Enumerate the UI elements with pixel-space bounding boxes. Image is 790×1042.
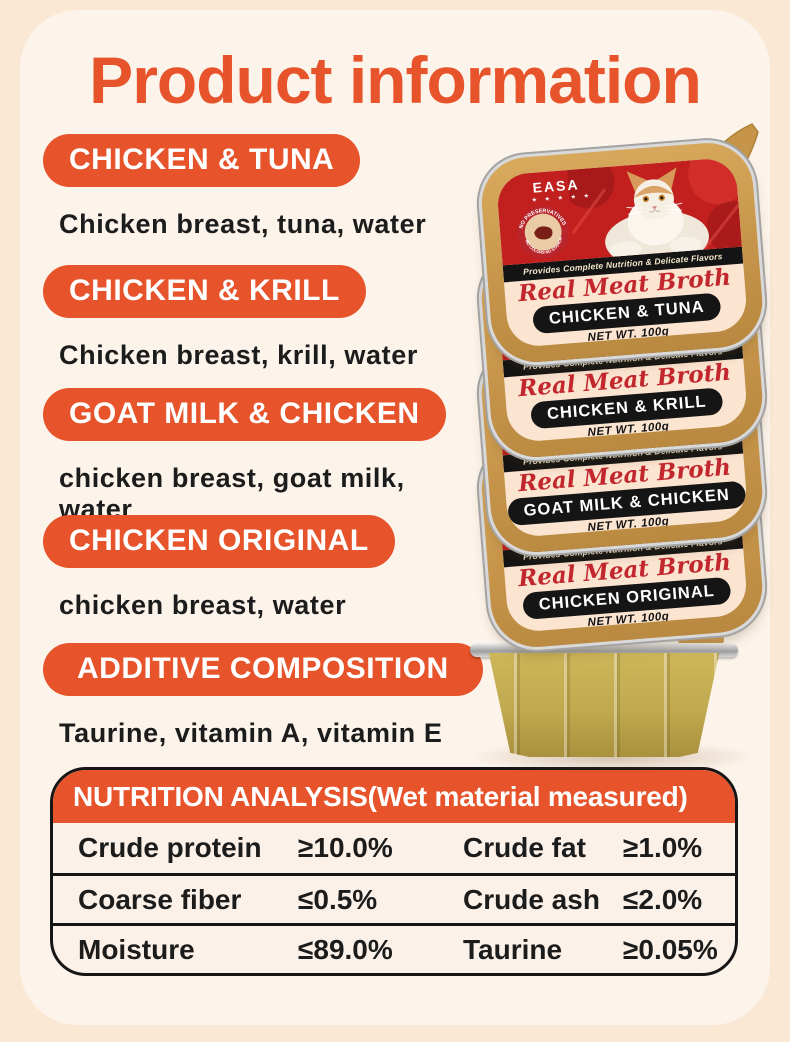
nutrition-label: Taurine	[463, 933, 563, 965]
nutrition-value: ≥1.0%	[623, 832, 703, 863]
flavor-badge: CHICKEN ORIGINAL	[43, 515, 395, 568]
nutrition-value: ≥10.0%	[298, 832, 393, 863]
open-tray-tub	[470, 633, 738, 757]
tub-body	[488, 653, 720, 757]
flavor-block-additive-composition: ADDITIVE COMPOSITION Taurine, vitamin A,…	[43, 643, 483, 749]
flavor-badge: CHICKEN & KRILL	[43, 265, 366, 318]
nutrition-value: ≥0.05%	[623, 933, 718, 965]
nutrition-label: Crude protein	[78, 832, 262, 863]
nutrition-label: Crude ash	[463, 883, 600, 915]
nutrition-value: ≤2.0%	[623, 883, 703, 915]
flavor-ingredients: Chicken breast, krill, water	[59, 340, 418, 370]
nutrition-row: Coarse fiber ≤0.5% Crude ash ≤2.0%	[53, 873, 735, 923]
nutrition-value: ≤89.0%	[298, 933, 393, 965]
page-title: Product information	[89, 43, 702, 117]
nutrition-value: ≤0.5%	[298, 883, 378, 915]
flavor-block-chicken-krill: CHICKEN & KRILL Chicken breast, krill, w…	[43, 265, 483, 371]
tray-label: EASA ★ ★ ★ ★ ★ NO PRESERVATIVES	[495, 156, 749, 349]
label-photo: EASA ★ ★ ★ ★ ★ NO PRESERVATIVES	[495, 156, 742, 266]
product-tray-chicken-tuna: EASA ★ ★ ★ ★ ★ NO PRESERVATIVES	[478, 139, 766, 366]
flavor-ingredients: Chicken breast, tuna, water	[59, 209, 427, 239]
nutrition-row: Moisture ≤89.0% Taurine ≥0.05%	[53, 923, 735, 973]
flavor-block-chicken-original: CHICKEN ORIGINAL chicken breast, water	[43, 515, 483, 621]
flavor-badge: CHICKEN & TUNA	[43, 134, 361, 187]
nutrition-label: Moisture	[78, 933, 195, 965]
no-preservatives-stamp: NO PRESERVATIVES NO COLORS NO STARCH	[517, 206, 570, 259]
flavor-badge: GOAT MILK & CHICKEN	[43, 388, 446, 441]
flavor-ingredients: chicken breast, water	[59, 590, 347, 620]
nutrition-label: Coarse fiber	[78, 883, 242, 915]
flavor-block-chicken-tuna: CHICKEN & TUNA Chicken breast, tuna, wat…	[43, 134, 483, 240]
flavor-ingredients: Taurine, vitamin A, vitamin E	[59, 718, 443, 748]
nutrition-header: NUTRITION ANALYSIS(Wet material measured…	[53, 770, 735, 823]
nutrition-label: Crude fat	[463, 832, 586, 863]
tub-ridges	[488, 653, 720, 757]
content-card: Product information CHICKEN & TUNA Chick…	[20, 10, 770, 1025]
product-stack: EASA ★ ★ ★ ★ ★ NO PRESERVATIVES	[450, 115, 785, 775]
nutrition-row: Crude protein ≥10.0% Crude fat ≥1.0%	[53, 823, 735, 873]
tub-pull-tab	[678, 633, 724, 646]
cat-photo	[567, 156, 742, 260]
flavor-ingredients: chicken breast, goat milk, water	[59, 463, 405, 524]
flavor-block-goat-milk-chicken: GOAT MILK & CHICKEN chicken breast, goat…	[43, 388, 483, 525]
nutrition-table: NUTRITION ANALYSIS(Wet material measured…	[50, 767, 738, 976]
flavor-badge: ADDITIVE COMPOSITION	[43, 643, 483, 696]
